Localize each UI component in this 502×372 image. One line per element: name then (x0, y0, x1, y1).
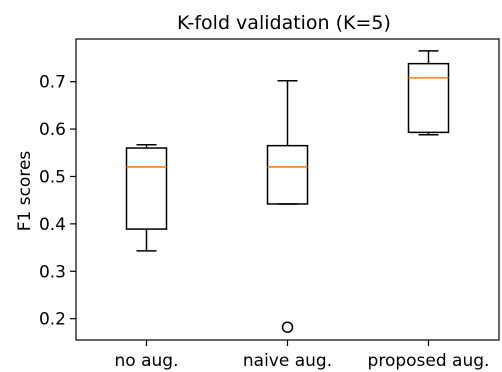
box-iqr (266, 144, 309, 205)
y-tick-label: 0.5 (39, 167, 66, 187)
y-tick-label: 0.6 (39, 120, 66, 140)
chart-title: K-fold validation (K=5) (177, 12, 391, 34)
box-iqr (407, 62, 450, 134)
y-tick-label: 0.7 (39, 73, 66, 93)
plot-area: 0.2 0.3 0.4 0.5 0.6 0.7 no aug. naive aug. propo… (39, 38, 500, 371)
x-tick-label: no aug. (115, 351, 179, 371)
box-iqr (125, 147, 168, 230)
x-tick-label: proposed aug. (368, 351, 490, 371)
y-tick-label: 0.2 (39, 310, 66, 330)
y-tick-label: 0.4 (39, 215, 66, 235)
y-tick-label: 0.3 (39, 262, 66, 282)
y-axis-label: F1 scores (15, 151, 35, 232)
outlier-point (281, 321, 294, 333)
x-tick-label: naive aug. (243, 351, 332, 371)
